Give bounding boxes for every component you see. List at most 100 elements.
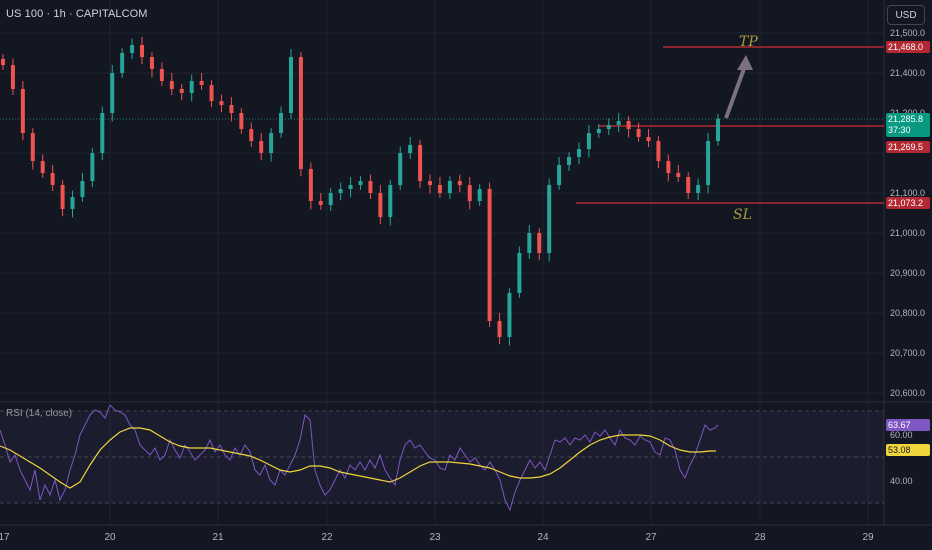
candle-body <box>616 121 621 125</box>
candle-body <box>70 197 75 209</box>
time-label: 27 <box>645 532 657 543</box>
last-price-value: 21,285.8 <box>888 114 924 124</box>
time-label: 20 <box>104 532 116 543</box>
candle-body <box>199 81 204 85</box>
time-label: 22 <box>321 532 333 543</box>
last-price-tag: 21,285.8 37:30 <box>886 113 930 137</box>
price-grid <box>0 0 884 525</box>
candle-body <box>447 181 452 193</box>
time-label: 21 <box>212 532 224 543</box>
candle-body <box>457 181 462 185</box>
candle-body <box>348 185 353 189</box>
candle-body <box>50 173 55 185</box>
sl-label[interactable]: SL <box>733 207 752 223</box>
candle-body <box>318 201 323 205</box>
price-tick: 20,600.0 <box>890 388 926 398</box>
candle-body <box>120 53 125 73</box>
price-tick: 21,000.0 <box>890 228 926 238</box>
candle-body <box>90 153 95 181</box>
candle-body <box>219 101 224 105</box>
candle-body <box>547 185 552 253</box>
candle-body <box>298 57 303 169</box>
candle-body <box>259 141 264 153</box>
candle-body <box>269 133 274 153</box>
candle-body <box>368 181 373 193</box>
tp-price-tag: 21,468.0 <box>886 41 930 53</box>
candle-body <box>149 57 154 69</box>
candle-body <box>576 149 581 157</box>
price-tick: 21,400.0 <box>890 68 926 78</box>
candle-body <box>209 85 214 101</box>
price-tick: 20,900.0 <box>890 268 926 278</box>
candle-body <box>527 233 532 253</box>
candle-body <box>169 81 174 89</box>
currency-button[interactable]: USD <box>887 5 925 25</box>
candle-body <box>567 157 572 165</box>
price-tick: 21,100.0 <box>890 188 926 198</box>
rsi-line <box>0 404 719 512</box>
candle-body <box>249 129 254 141</box>
candle-body <box>586 133 591 149</box>
bar-countdown: 37:30 <box>888 125 911 135</box>
candle-body <box>636 129 641 137</box>
rsi-tick: 60.00 <box>890 430 913 440</box>
candle-body <box>716 118 720 141</box>
sl-price-tag: 21,073.2 <box>886 197 930 209</box>
candle-body <box>338 189 343 193</box>
projection-arrow-icon[interactable] <box>724 55 753 119</box>
time-label: 23 <box>429 532 441 543</box>
candle-body <box>10 65 15 89</box>
candle-body <box>308 169 313 201</box>
time-label: 28 <box>754 532 766 543</box>
candle-body <box>30 133 35 161</box>
price-tick: 20,800.0 <box>890 308 926 318</box>
candle-body <box>328 193 333 205</box>
candle-body <box>437 185 442 193</box>
candle-body <box>706 141 711 185</box>
rsi-value-tag: 63.67 <box>886 419 930 431</box>
candle-body <box>130 45 135 53</box>
candle-body <box>686 177 691 193</box>
candle-body <box>189 81 194 93</box>
candle-body <box>159 69 164 81</box>
candle-body <box>179 89 184 93</box>
candle-body <box>646 137 651 141</box>
candle-body <box>60 185 65 209</box>
candle-body <box>557 165 562 185</box>
rsi-ma-line <box>0 427 716 489</box>
candle-body <box>418 145 423 181</box>
candle-body <box>596 129 601 133</box>
candle-body <box>626 121 631 129</box>
candle-body <box>507 293 512 337</box>
candle-body <box>487 189 492 321</box>
price-tick: 21,500.0 <box>890 28 926 38</box>
candle-body <box>80 181 85 197</box>
price-tick: 20,700.0 <box>890 348 926 358</box>
symbol-title[interactable]: US 100 · 1h · CAPITALCOM <box>6 8 148 20</box>
candle-body <box>656 141 661 161</box>
candle-body <box>279 113 284 133</box>
candle-body <box>1 59 5 65</box>
candle-body <box>40 161 45 173</box>
time-label: 24 <box>537 532 549 543</box>
candle-body <box>378 193 383 217</box>
time-label: 29 <box>862 532 874 543</box>
tp-label[interactable]: TP <box>739 34 758 50</box>
time-label: 17 <box>0 532 10 543</box>
candle-body <box>497 321 502 337</box>
candle-body <box>467 185 472 201</box>
candle-body <box>517 253 522 293</box>
candle-body <box>398 153 403 185</box>
candle-body <box>606 125 611 129</box>
candle-body <box>676 173 681 177</box>
rsi-title[interactable]: RSI (14, close) <box>6 408 73 419</box>
rsi-tick: 40.00 <box>890 476 913 486</box>
entry-price-tag: 21,269.5 <box>886 141 930 153</box>
candle-body <box>666 161 671 173</box>
candle-body <box>20 89 25 133</box>
rsi-ma-value-tag: 53.08 <box>886 444 930 456</box>
candle-body <box>229 105 234 113</box>
candle-body <box>110 73 115 113</box>
candle-body <box>288 57 293 113</box>
